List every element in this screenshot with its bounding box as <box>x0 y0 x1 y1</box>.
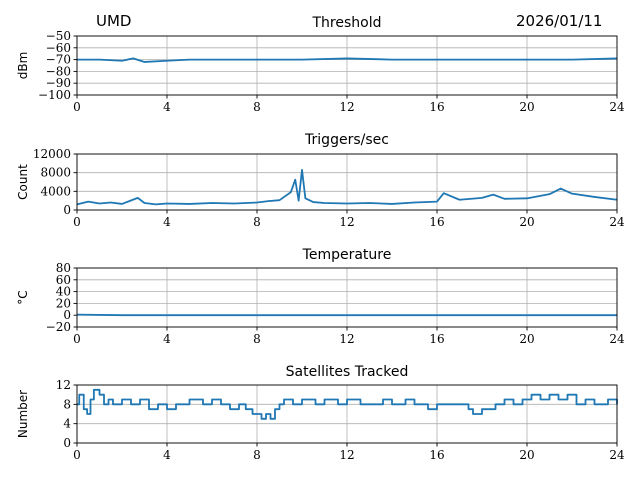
panel3-x-tick-label-5: 20 <box>519 332 534 346</box>
panel1-y-tick-label-2: −80 <box>46 64 71 78</box>
panel2-x-tick-label-6: 24 <box>609 215 625 229</box>
panel1-y-tick-label-5: −50 <box>46 29 71 43</box>
panel4-x-tick-label-2: 8 <box>253 448 261 462</box>
panel1-x-tick-label-6: 24 <box>609 100 625 114</box>
panel1-y-tick-label-0: −100 <box>38 88 71 102</box>
panel3-y-tick-label-3: 40 <box>56 285 71 299</box>
panel4-y-tick-label-3: 12 <box>56 378 71 392</box>
panel1-x-tick-label-2: 8 <box>253 100 261 114</box>
panel3-y-tick-label-4: 60 <box>56 273 71 287</box>
panel3-x-tick-label-1: 4 <box>163 332 171 346</box>
panel1-title: Threshold <box>312 15 382 31</box>
panel4-x-tick-label-5: 20 <box>519 448 534 462</box>
panel4-series-line-0 <box>77 388 618 420</box>
panel1-series-line-0 <box>77 57 618 63</box>
panel2-y-axis-label: Count <box>16 164 30 200</box>
panel3-y-tick-label-5: 80 <box>56 261 71 275</box>
panel1-x-tick-label-1: 4 <box>163 100 171 114</box>
panel4-y-axis-label: Number <box>16 390 30 438</box>
panel2-y-tick-label-3: 12000 <box>33 147 71 161</box>
panel4-x-tick-label-0: 0 <box>73 448 81 462</box>
panel1-y-tick-label-3: −70 <box>46 53 71 67</box>
panel3-x-tick-label-6: 24 <box>609 332 625 346</box>
panel3-y-tick-label-2: 20 <box>56 296 71 310</box>
panel2-title: Triggers/sec <box>304 132 389 148</box>
panel2-x-tick-label-1: 4 <box>163 215 171 229</box>
panel2-x-tick-label-0: 0 <box>73 215 81 229</box>
panel3-x-tick-label-0: 0 <box>73 332 81 346</box>
panel1-x-tick-label-3: 12 <box>339 100 354 114</box>
date-label: 2026/01/11 <box>516 12 603 30</box>
panel1-y-axis-label: dBm <box>16 52 30 80</box>
panel4-title: Satellites Tracked <box>286 364 409 380</box>
panel1-x-tick-label-0: 0 <box>73 100 81 114</box>
panel1-y-tick-label-1: −90 <box>46 76 71 90</box>
panel3-y-tick-label-1: 0 <box>63 308 71 322</box>
panel3-y-axis-label: °C <box>16 290 30 304</box>
panel4-y-tick-label-2: 8 <box>63 397 71 411</box>
panel4-x-tick-label-6: 24 <box>609 448 625 462</box>
panel4-x-tick-label-4: 16 <box>429 448 444 462</box>
panel3-x-tick-label-3: 12 <box>339 332 354 346</box>
panel4-x-tick-label-1: 4 <box>163 448 171 462</box>
panel3-series-line-0 <box>76 313 617 317</box>
panel1-x-tick-label-4: 16 <box>429 100 444 114</box>
panel2-x-tick-label-4: 16 <box>429 215 444 229</box>
panel2-x-tick-label-2: 8 <box>253 215 261 229</box>
panel3-x-tick-label-4: 16 <box>429 332 444 346</box>
panel2-y-tick-label-1: 4000 <box>40 184 71 198</box>
panel3-x-tick-label-2: 8 <box>253 332 261 346</box>
panel2-y-tick-label-2: 8000 <box>40 166 71 180</box>
site-label: UMD <box>96 12 132 30</box>
panel2-series-line-0 <box>76 168 618 206</box>
panel3-y-tick-label-0: −20 <box>46 320 71 334</box>
panel1-y-tick-label-4: −60 <box>46 41 71 55</box>
panel2-y-tick-label-0: 0 <box>63 203 71 217</box>
panel2-x-tick-label-5: 20 <box>519 215 534 229</box>
panel1-x-tick-label-5: 20 <box>519 100 534 114</box>
panel4-x-tick-label-3: 12 <box>339 448 354 462</box>
panel3-title: Temperature <box>302 247 392 263</box>
panel4-y-tick-label-0: 0 <box>63 436 71 450</box>
panel4-y-tick-label-1: 4 <box>63 417 71 431</box>
panel2-x-tick-label-3: 12 <box>339 215 354 229</box>
